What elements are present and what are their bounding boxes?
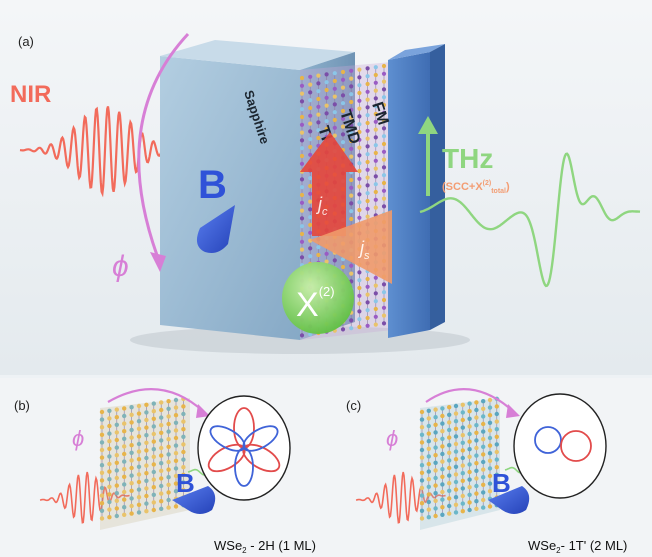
panel-b-lattice — [99, 396, 186, 521]
fm-layer — [388, 52, 430, 338]
panel-a-label: (a) — [18, 34, 34, 49]
b-field-label: B — [198, 163, 227, 207]
chi2-label: X(2) — [296, 284, 335, 324]
panel-c: (c) ϕ B WSe2- 1T' (2 ML) — [326, 378, 652, 557]
js-label: js — [357, 238, 370, 262]
panel-c-phi-label: ϕ — [386, 426, 398, 451]
panel-c-lattice — [419, 396, 499, 521]
thz-sublabel: (SCC+X(2)total) — [442, 180, 510, 195]
phi-label: ϕ — [112, 250, 129, 283]
panel-b-label: (b) — [14, 398, 30, 413]
phi-arrowhead — [150, 252, 166, 272]
nir-label: NIR — [10, 81, 51, 108]
panel-b-phi-arrowhead — [196, 404, 210, 418]
panel-c-label: (c) — [346, 398, 361, 413]
panel-c-phi-arrowhead — [506, 404, 520, 418]
panel-a: (a) NIR Sapphire TI TMD FM B ϕ — [0, 0, 652, 375]
sapphire-top-face — [160, 40, 355, 70]
panel-b-phi-label: ϕ — [72, 426, 84, 451]
panel-c-b-label: B — [492, 468, 511, 498]
fm-top — [388, 44, 445, 60]
thz-waveform — [419, 152, 641, 288]
fm-side — [430, 44, 445, 330]
js-arrow — [310, 210, 392, 284]
panel-b: (b) ϕ B WSe2 - 2H (1 ML) — [0, 378, 326, 557]
panel-c-b-cone — [488, 486, 530, 514]
panel-c-polar-plot — [534, 426, 592, 462]
panel-b-caption: WSe2 - 2H (1 ML) — [214, 538, 316, 555]
jc-label: jc — [315, 194, 328, 218]
panel-b-b-label: B — [176, 468, 195, 498]
panel-c-phi-arrow — [425, 388, 515, 413]
chi2-sphere — [282, 262, 354, 334]
b-field-cone — [196, 205, 235, 253]
panel-b-b-cone — [172, 486, 216, 514]
panel-b-polar-plot — [207, 407, 281, 487]
panel-c-caption: WSe2- 1T' (2 ML) — [528, 538, 627, 555]
sapphire-front-face — [160, 56, 300, 340]
thz-label: THz — [442, 143, 493, 174]
phi-rotation-arrow — [137, 32, 190, 259]
panel-c-lattice-plane — [420, 398, 500, 530]
jc-arrow — [300, 132, 358, 236]
thz-arrowhead — [418, 116, 438, 134]
fm-label: FM — [368, 100, 391, 127]
panel-b-phi-arrow — [107, 388, 205, 413]
